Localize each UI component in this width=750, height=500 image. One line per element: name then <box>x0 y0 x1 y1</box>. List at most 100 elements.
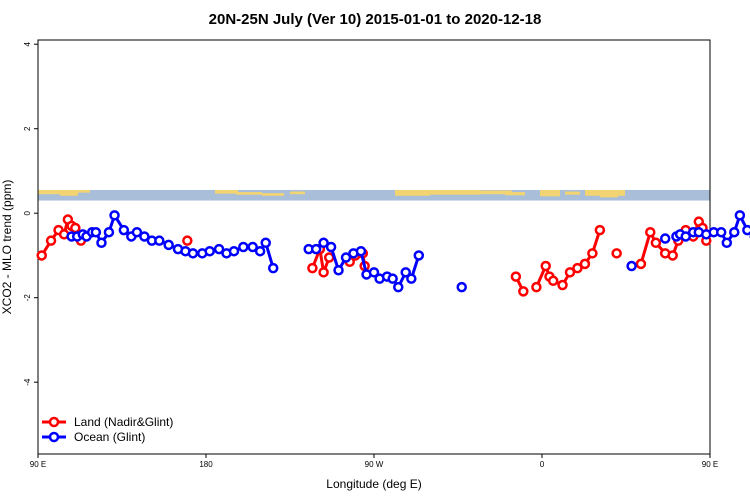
data-point <box>626 260 637 272</box>
series-line <box>535 229 602 288</box>
data-point <box>109 210 120 221</box>
data-point <box>564 267 576 278</box>
land-patch <box>290 191 305 195</box>
y-tick-label: -4 <box>23 378 32 386</box>
data-point <box>213 243 225 255</box>
data-point <box>238 241 249 253</box>
data-point <box>228 245 240 257</box>
x-tick-label: 90 E <box>702 460 718 469</box>
legend-label: Ocean (Glint) <box>74 430 145 444</box>
data-point <box>387 273 398 284</box>
data-point <box>45 235 57 246</box>
land-patch <box>585 189 625 196</box>
data-point <box>587 248 598 259</box>
data-point <box>547 275 559 287</box>
land-patch <box>236 192 262 195</box>
series-ocean <box>66 210 750 293</box>
data-point <box>645 226 656 238</box>
data-point <box>307 262 318 274</box>
data-point <box>594 224 606 236</box>
legend-label: Land (Nadir&Glint) <box>74 415 173 429</box>
legend-marker <box>48 431 60 443</box>
data-point <box>413 250 425 261</box>
land-patch <box>395 189 430 196</box>
y-tick-label: 4 <box>23 41 32 46</box>
data-point <box>734 210 746 221</box>
chart-title: 20N-25N July (Ver 10) 2015-01-01 to 2020… <box>209 11 542 28</box>
data-point <box>715 226 727 238</box>
data-point <box>393 281 404 293</box>
x-axis-label: Longitude (deg E) <box>326 477 421 491</box>
data-point <box>254 245 266 257</box>
data-point <box>680 231 691 242</box>
data-point <box>368 267 380 278</box>
data-point <box>667 250 678 261</box>
data-point <box>163 239 174 251</box>
data-point <box>90 226 102 238</box>
x-tick-label: 90 W <box>365 460 384 469</box>
data-point <box>103 226 115 238</box>
y-axis: 4 2 0 -2 -4 <box>23 41 38 386</box>
data-point <box>118 224 130 236</box>
y-tick-label: -2 <box>23 294 32 302</box>
ocean-strip <box>38 189 710 201</box>
land-patch <box>425 189 480 195</box>
x-axis: 90 E 180 90 W 0 90 E <box>30 454 718 469</box>
data-point <box>310 243 322 255</box>
land-patch <box>505 192 525 196</box>
land-patch <box>480 190 512 195</box>
data-point <box>406 273 417 284</box>
data-point <box>70 222 81 234</box>
land-patch <box>262 193 284 196</box>
data-point <box>154 235 165 246</box>
land-patch <box>38 189 60 195</box>
data-point <box>650 237 662 249</box>
data-point <box>204 245 215 257</box>
land-patch <box>565 191 580 195</box>
data-point <box>510 271 522 282</box>
series-layer <box>36 210 750 297</box>
legend-marker <box>48 416 60 428</box>
data-point <box>131 226 143 238</box>
data-point <box>96 237 107 249</box>
data-point <box>139 231 150 242</box>
data-point <box>36 250 47 261</box>
data-point <box>187 248 199 259</box>
data-point <box>659 233 671 244</box>
data-point <box>721 237 733 249</box>
x-tick-label: 90 E <box>30 460 46 469</box>
data-point <box>579 258 591 270</box>
x-tick-label: 180 <box>199 460 213 469</box>
y-tick-label: 0 <box>23 210 32 215</box>
series-line <box>311 247 331 274</box>
data-point <box>325 241 337 253</box>
data-point <box>729 226 740 238</box>
data-point <box>318 267 329 278</box>
data-point <box>456 281 467 293</box>
data-point <box>318 237 329 249</box>
legend: Land (Nadir&Glint)Ocean (Glint) <box>42 415 173 444</box>
y-tick-label: 2 <box>23 126 32 131</box>
data-point <box>572 262 583 274</box>
data-point <box>400 267 411 278</box>
data-point <box>355 245 367 257</box>
land-patch <box>540 189 560 197</box>
data-point <box>333 264 344 276</box>
data-point <box>557 279 568 291</box>
data-point <box>247 241 258 253</box>
data-point <box>742 224 750 236</box>
x-tick-label: 0 <box>540 460 545 469</box>
data-point <box>540 260 551 272</box>
data-point <box>635 258 647 270</box>
data-point <box>340 252 352 263</box>
data-point <box>260 237 271 249</box>
data-point <box>518 286 529 297</box>
data-point <box>531 281 542 293</box>
land-patch <box>600 193 618 198</box>
land-patch <box>60 191 78 196</box>
plot-frame <box>37 39 711 455</box>
data-point <box>611 248 622 259</box>
world-map-band <box>38 189 710 201</box>
y-axis-label: XCO2 - MLO trend (ppm) <box>0 180 14 315</box>
